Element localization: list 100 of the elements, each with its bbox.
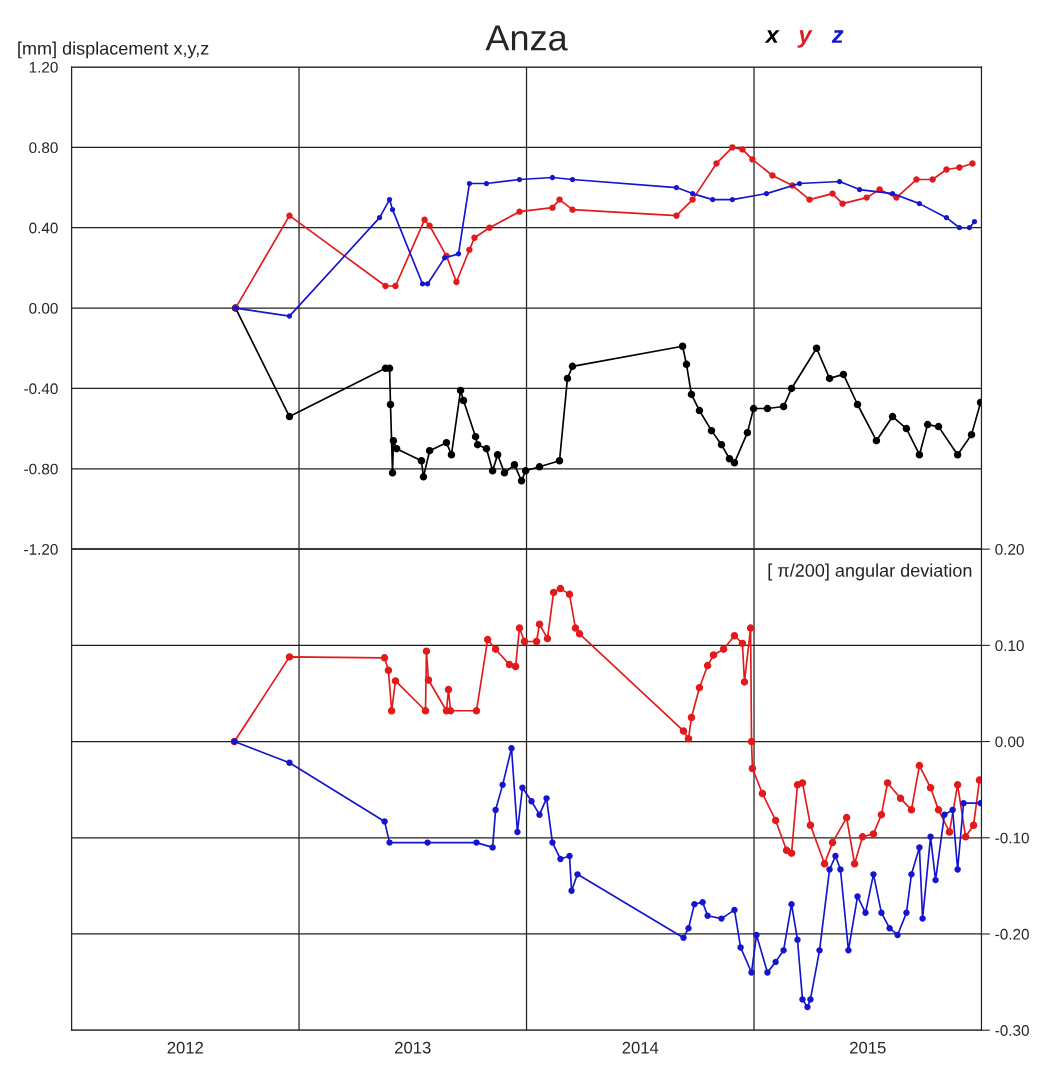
point: [969, 160, 976, 167]
point: [389, 436, 398, 445]
point: [376, 215, 383, 221]
point: [960, 799, 967, 807]
point: [863, 194, 870, 201]
y-tick-label: -0.30: [995, 1025, 1029, 1036]
point: [709, 196, 716, 203]
point: [568, 362, 577, 371]
point: [966, 225, 973, 231]
point: [492, 806, 499, 814]
point: [673, 212, 680, 219]
point: [856, 186, 863, 193]
point: [799, 996, 806, 1003]
point: [806, 196, 813, 203]
point: [903, 909, 910, 917]
point: [794, 936, 801, 943]
point: [514, 828, 521, 836]
point: [826, 866, 833, 873]
point: [566, 852, 573, 860]
point: [699, 899, 706, 906]
point: [763, 190, 770, 197]
point: [473, 839, 480, 846]
point: [837, 866, 844, 873]
chart-title: Anza: [485, 25, 568, 51]
point: [695, 406, 704, 415]
point: [870, 871, 877, 878]
point: [421, 216, 428, 223]
point: [971, 219, 978, 225]
y-axis-title: [mm] displacement x,y,z: [18, 41, 209, 59]
point: [466, 180, 473, 187]
point: [839, 370, 848, 379]
point: [557, 855, 564, 863]
point: [488, 467, 497, 475]
point: [839, 200, 846, 207]
point: [772, 958, 779, 966]
point: [569, 206, 576, 213]
point: [516, 176, 523, 183]
y-axis-title: [ π/200] angular deviation: [768, 563, 972, 581]
point: [919, 915, 926, 922]
point: [902, 424, 911, 433]
x-tick-label: 2013: [395, 1041, 431, 1054]
point: [516, 208, 523, 215]
point: [788, 900, 795, 908]
point: [748, 969, 755, 976]
point: [285, 412, 294, 421]
point: [829, 190, 836, 197]
point: [425, 446, 434, 455]
text: y: [797, 30, 813, 48]
y-tick-label: 1.20: [29, 61, 58, 73]
point: [949, 806, 956, 814]
point: [707, 426, 716, 435]
point: [872, 436, 881, 445]
point: [392, 282, 399, 290]
point: [419, 281, 426, 287]
y-tick-label: 0.10: [995, 640, 1024, 652]
point: [483, 180, 490, 187]
point: [753, 931, 760, 939]
y-tick-label: 0.20: [995, 544, 1024, 555]
point: [739, 146, 746, 153]
point: [894, 931, 901, 939]
point: [286, 759, 293, 766]
point: [543, 795, 550, 802]
point: [929, 176, 936, 183]
point: [889, 190, 896, 197]
point: [563, 374, 572, 383]
point: [956, 225, 963, 231]
point: [764, 969, 771, 976]
y-tick-label: -1.20: [24, 544, 58, 555]
point: [459, 396, 468, 405]
point: [389, 207, 396, 213]
point: [749, 156, 756, 163]
point: [737, 944, 744, 951]
point: [493, 450, 502, 459]
point: [682, 360, 691, 369]
point: [286, 212, 293, 219]
point: [886, 925, 893, 932]
point: [549, 204, 556, 211]
point: [482, 444, 491, 453]
point: [568, 887, 575, 894]
point: [574, 871, 581, 878]
point: [471, 432, 480, 441]
y-tick-label: 0.40: [29, 222, 58, 234]
point: [381, 818, 388, 825]
point: [447, 450, 456, 459]
point: [473, 440, 482, 449]
point: [916, 200, 923, 207]
point: [729, 144, 736, 151]
point: [456, 386, 465, 395]
point: [854, 893, 861, 900]
point: [943, 166, 950, 173]
point: [691, 900, 698, 908]
point: [386, 196, 393, 203]
point: [763, 404, 772, 413]
point: [845, 947, 852, 954]
point: [486, 224, 493, 231]
point: [453, 278, 460, 286]
point: [678, 342, 687, 350]
point: [500, 469, 509, 477]
point: [536, 811, 543, 818]
point: [689, 190, 696, 197]
